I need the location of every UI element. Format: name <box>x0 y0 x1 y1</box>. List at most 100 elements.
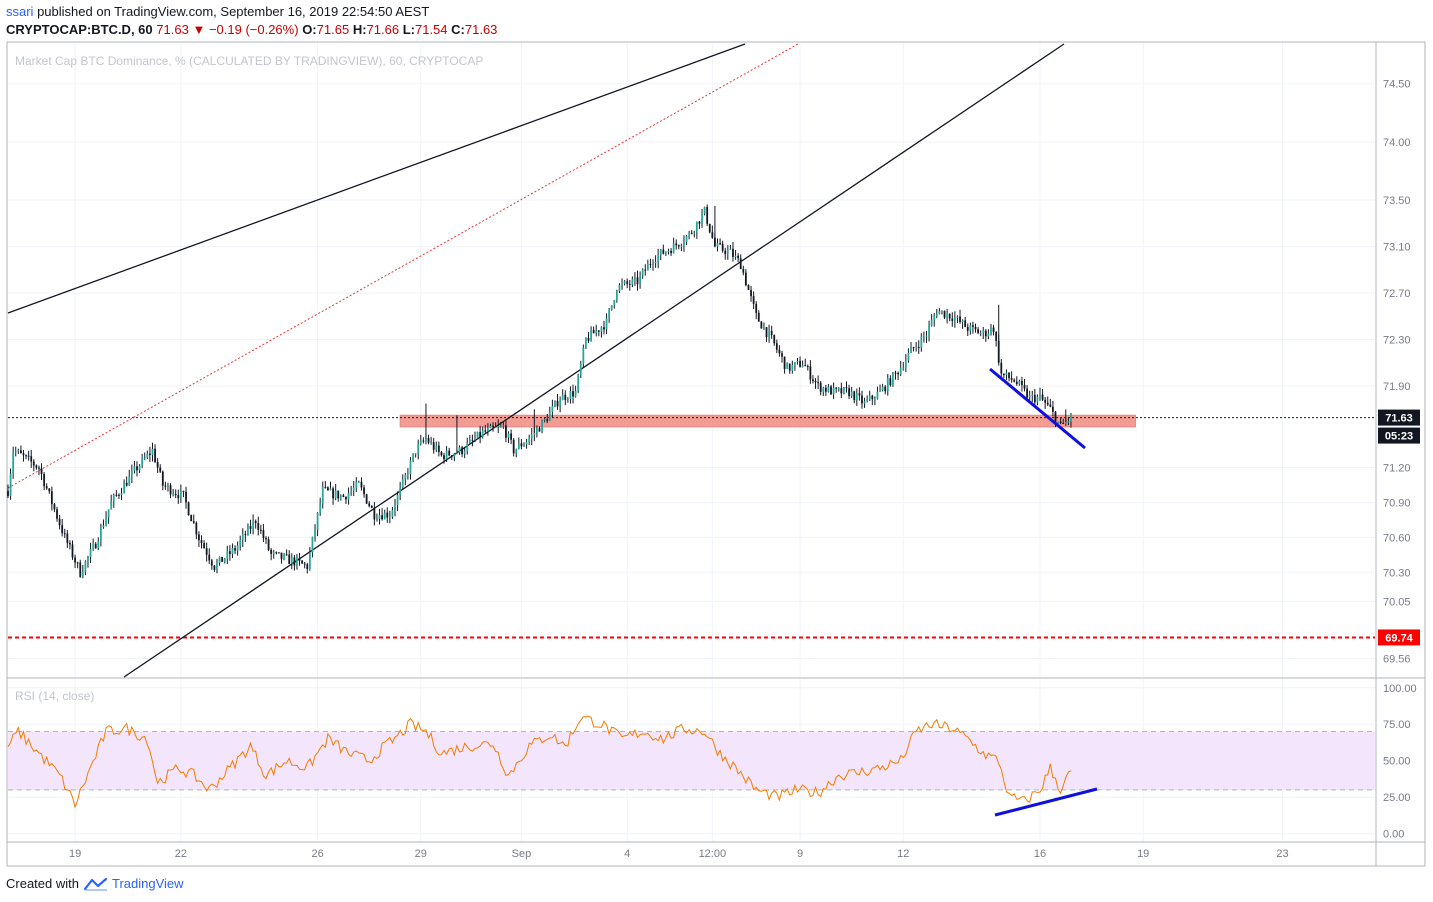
time-tick-label[interactable]: 19 <box>69 848 81 860</box>
candle-body <box>154 448 156 463</box>
candle-body <box>425 438 427 441</box>
price-tick-label[interactable]: 70.90 <box>1383 498 1411 510</box>
rsi-tick-label[interactable]: 50.00 <box>1383 756 1411 768</box>
candle-body <box>236 545 239 551</box>
candle-body <box>623 281 626 284</box>
time-tick-label[interactable]: 19 <box>1137 848 1149 860</box>
price-axis[interactable]: 74.50 74.00 73.50 73.10 72.70 72.30 71.90 71.20… <box>1383 79 1411 666</box>
price-divergence-line <box>989 367 1086 450</box>
rsi-axis[interactable]: 100.00 75.00 50.00 25.00 0.00 <box>1383 683 1417 841</box>
candle-body <box>81 571 84 577</box>
candle-body <box>990 327 992 334</box>
price-tick-label[interactable]: 69.56 <box>1383 653 1411 665</box>
time-tick-label[interactable]: 12 <box>897 848 909 860</box>
price-tick-label[interactable]: 71.90 <box>1383 381 1411 393</box>
tradingview-link[interactable]: TradingView <box>111 876 184 891</box>
candle-body <box>280 552 283 559</box>
countdown-badge-bg <box>1378 427 1420 444</box>
time-tick-label[interactable]: 23 <box>1276 848 1288 860</box>
candle-body <box>471 439 474 441</box>
time-tick-label[interactable]: 9 <box>797 848 803 860</box>
support-zone-rect <box>399 414 1136 428</box>
price-tick-label[interactable]: 70.05 <box>1383 596 1411 608</box>
candle-body <box>788 363 791 371</box>
price-tick-label[interactable]: 72.30 <box>1383 335 1411 347</box>
price-tick-label[interactable]: 73.10 <box>1383 242 1411 254</box>
candle-body <box>907 352 910 361</box>
candle-body <box>262 530 265 539</box>
rsi-tick-label[interactable]: 75.00 <box>1383 719 1411 731</box>
candle-body <box>873 398 876 400</box>
price-tick-label[interactable]: 74.00 <box>1383 137 1411 149</box>
time-tick-label[interactable]: 4 <box>624 848 630 860</box>
candle-body <box>252 521 254 529</box>
candle-body <box>768 330 770 338</box>
candle-body <box>579 363 582 375</box>
price-badges: 71.63 05:23 69.74 <box>1378 409 1420 646</box>
countdown-badge: 05:23 <box>1385 431 1413 443</box>
candle-body <box>296 557 298 566</box>
candle-body <box>401 479 404 488</box>
time-tick-label[interactable]: 22 <box>175 848 187 860</box>
candle-body <box>363 487 365 495</box>
candle-body <box>801 365 804 367</box>
candle-body <box>956 316 959 318</box>
candle-body <box>582 347 585 364</box>
candle-body <box>368 503 371 506</box>
candle-body <box>179 490 182 499</box>
price-tick-label[interactable]: 71.20 <box>1383 463 1411 475</box>
time-tick-label[interactable]: 12:00 <box>699 848 727 860</box>
candle-body <box>9 473 12 497</box>
candle-body <box>817 382 820 384</box>
low-label: L: <box>402 22 415 37</box>
rsi-pane-title: RSI (14, close) <box>15 689 94 703</box>
candle-body <box>494 427 497 429</box>
candle-body <box>396 494 399 506</box>
candle-body <box>278 552 280 554</box>
candle-body <box>394 505 396 511</box>
candle-body <box>935 314 938 316</box>
candle-body <box>1044 399 1047 403</box>
candle-body <box>249 525 252 529</box>
candle-body <box>685 236 688 243</box>
candle-body <box>1013 379 1016 382</box>
price-tick-label[interactable]: 70.60 <box>1383 532 1411 544</box>
candle-body <box>399 487 402 495</box>
author-link[interactable]: ssari <box>6 4 34 19</box>
candle-body <box>1031 394 1034 396</box>
candle-body <box>370 505 373 508</box>
candle-body <box>523 444 525 447</box>
candle-body <box>659 249 662 255</box>
candle-body <box>760 321 763 329</box>
candle-body <box>902 367 905 369</box>
candle-body <box>128 476 131 486</box>
rsi-tick-label[interactable]: 0.00 <box>1383 829 1404 841</box>
candle-body <box>701 213 703 224</box>
price-tick-label[interactable]: 72.70 <box>1383 288 1411 300</box>
candle-body <box>512 439 515 454</box>
chart-canvas[interactable]: Market Cap BTC Dominance, % (CALCULATED … <box>0 0 1433 870</box>
candle-body <box>879 390 881 392</box>
candle-body <box>172 493 175 495</box>
price-tick-label[interactable]: 73.50 <box>1383 195 1411 207</box>
candle-body <box>146 453 149 458</box>
candle-body <box>755 303 758 313</box>
last-price-badge: 71.63 <box>1385 413 1413 425</box>
rsi-tick-label[interactable]: 25.00 <box>1383 792 1411 804</box>
rsi-tick-label[interactable]: 100.00 <box>1383 683 1417 695</box>
candle-body <box>631 279 634 285</box>
candle-body <box>7 490 9 497</box>
time-tick-label[interactable]: Sep <box>512 848 532 860</box>
time-tick-label[interactable]: 16 <box>1034 848 1046 860</box>
trendlines <box>7 43 1375 678</box>
candle-body <box>502 425 505 427</box>
price-tick-label[interactable]: 74.50 <box>1383 79 1411 91</box>
candle-body <box>824 387 827 392</box>
time-tick-label[interactable]: 26 <box>311 848 323 860</box>
rsi-polyline <box>7 715 1072 809</box>
candle-body <box>915 347 918 349</box>
price-tick-label[interactable]: 70.30 <box>1383 567 1411 579</box>
candle-body <box>69 543 71 545</box>
time-tick-label[interactable]: 29 <box>415 848 427 860</box>
time-axis[interactable]: 19 22 26 29 Sep 4 12:00 9 12 16 19 23 <box>69 848 1289 860</box>
